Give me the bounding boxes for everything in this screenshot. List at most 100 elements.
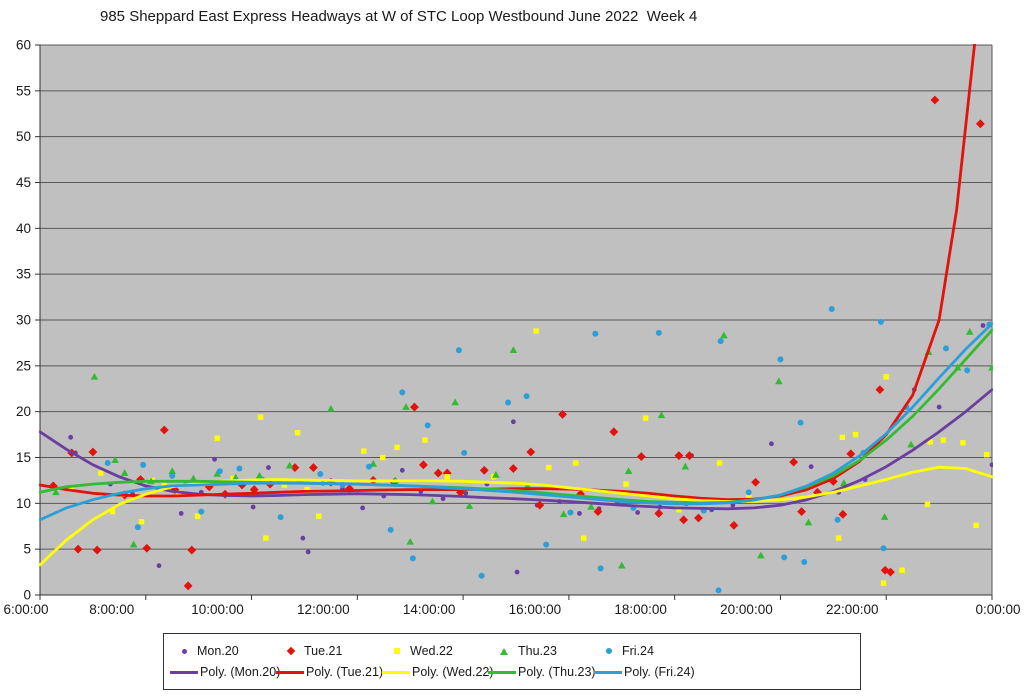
point-mon20 — [730, 502, 736, 508]
point-tue21 — [535, 500, 545, 510]
point-wed22 — [642, 415, 649, 421]
point-thu23 — [111, 456, 119, 464]
point-thu23 — [624, 467, 633, 475]
point-thu23 — [406, 537, 415, 545]
legend-trend-row: Poly. (Mon.20) Poly. (Tue.21) Poly. (Wed… — [170, 665, 860, 679]
point-fri24 — [317, 471, 324, 477]
point-wed22 — [98, 470, 104, 476]
point-wed22 — [852, 431, 859, 438]
point-thu23 — [428, 497, 437, 505]
point-tue21 — [654, 509, 664, 518]
y-tick-label: 10 — [16, 496, 31, 511]
point-tue21 — [92, 545, 102, 555]
y-tick-label: 30 — [16, 313, 31, 328]
point-wed22 — [924, 501, 931, 507]
point-mon20 — [440, 496, 446, 502]
point-fri24 — [365, 463, 372, 470]
point-tue21 — [290, 463, 300, 472]
point-mon20 — [936, 404, 942, 410]
poly-mon20-line-icon — [170, 670, 198, 674]
x-tick-label: 12:00:00 — [297, 602, 350, 617]
point-mon20 — [360, 505, 366, 511]
point-thu23 — [213, 470, 221, 477]
point-tue21 — [526, 447, 536, 457]
point-mon20 — [305, 549, 311, 555]
x-tick-label: 20:00:00 — [720, 602, 773, 617]
point-tue21 — [838, 509, 848, 519]
legend-label: Thu.23 — [518, 644, 557, 658]
point-mon20 — [212, 456, 217, 462]
legend-item-thu23: Thu.23 — [488, 644, 594, 658]
y-tick-label: 45 — [16, 175, 31, 190]
point-thu23 — [681, 462, 690, 470]
fri24-dot-marker-icon — [606, 648, 612, 654]
chart-title: 985 Sheppard East Express Headways at W … — [100, 8, 698, 25]
point-tue21 — [88, 447, 98, 457]
point-tue21 — [975, 119, 985, 129]
point-fri24 — [424, 422, 431, 429]
point-tue21 — [685, 451, 694, 461]
point-tue21 — [609, 427, 619, 437]
point-wed22 — [960, 440, 966, 446]
legend-item-poly-thu23: Poly. (Thu.23) — [488, 665, 596, 679]
point-fri24 — [880, 545, 887, 552]
point-wed22 — [746, 494, 752, 500]
point-tue21 — [456, 487, 465, 497]
point-fri24 — [797, 419, 804, 426]
point-fri24 — [717, 338, 724, 345]
point-tue21 — [751, 477, 760, 487]
point-wed22 — [835, 535, 842, 541]
poly-fri24-line-icon — [594, 670, 622, 674]
y-tick-label: 40 — [16, 221, 31, 236]
x-tick-label: 22:00:00 — [826, 602, 879, 617]
point-thu23 — [840, 479, 848, 486]
point-tue21 — [159, 425, 169, 435]
point-tue21 — [479, 465, 489, 475]
point-thu23 — [720, 331, 728, 339]
mon20-dot-marker-icon — [182, 648, 187, 654]
point-tue21 — [237, 480, 247, 490]
point-mon20 — [510, 419, 516, 425]
point-thu23 — [189, 474, 198, 482]
point-fri24 — [834, 516, 841, 523]
legend-label: Poly. (Wed.22) — [412, 665, 494, 679]
point-thu23 — [120, 469, 129, 476]
legend-label: Poly. (Thu.23) — [518, 665, 596, 679]
point-fri24 — [134, 524, 141, 531]
point-wed22 — [533, 328, 539, 334]
x-tick-label: 8:00:00 — [89, 602, 134, 617]
point-mon20 — [250, 504, 256, 510]
point-fri24 — [964, 367, 971, 374]
point-thu23 — [657, 411, 666, 419]
y-tick-label: 35 — [16, 267, 31, 282]
y-tick-label: 25 — [16, 358, 31, 373]
legend-item-poly-tue21: Poly. (Tue.21) — [276, 665, 383, 679]
point-thu23 — [988, 363, 993, 371]
point-mon20 — [300, 535, 306, 541]
point-fri24 — [478, 572, 485, 579]
point-wed22 — [281, 482, 288, 488]
point-tue21 — [187, 545, 197, 555]
point-wed22 — [899, 567, 905, 573]
point-thu23 — [52, 488, 60, 496]
point-thu23 — [168, 467, 177, 475]
point-tue21 — [508, 464, 518, 473]
point-wed22 — [984, 452, 990, 458]
point-wed22 — [214, 435, 220, 441]
point-mon20 — [68, 434, 74, 440]
point-thu23 — [285, 461, 294, 469]
point-fri24 — [523, 393, 530, 400]
point-thu23 — [757, 551, 765, 559]
point-wed22 — [883, 374, 889, 380]
point-thu23 — [492, 470, 500, 478]
point-mon20 — [178, 511, 184, 516]
point-fri24 — [140, 461, 147, 468]
legend-item-poly-wed22: Poly. (Wed.22) — [382, 665, 494, 679]
trend-line-wed22 — [39, 465, 993, 567]
point-fri24 — [198, 508, 205, 515]
point-tue21 — [593, 507, 603, 516]
trend-line-fri24 — [39, 322, 993, 522]
legend-item-tue21: Tue.21 — [276, 644, 382, 658]
point-fri24 — [801, 559, 808, 565]
